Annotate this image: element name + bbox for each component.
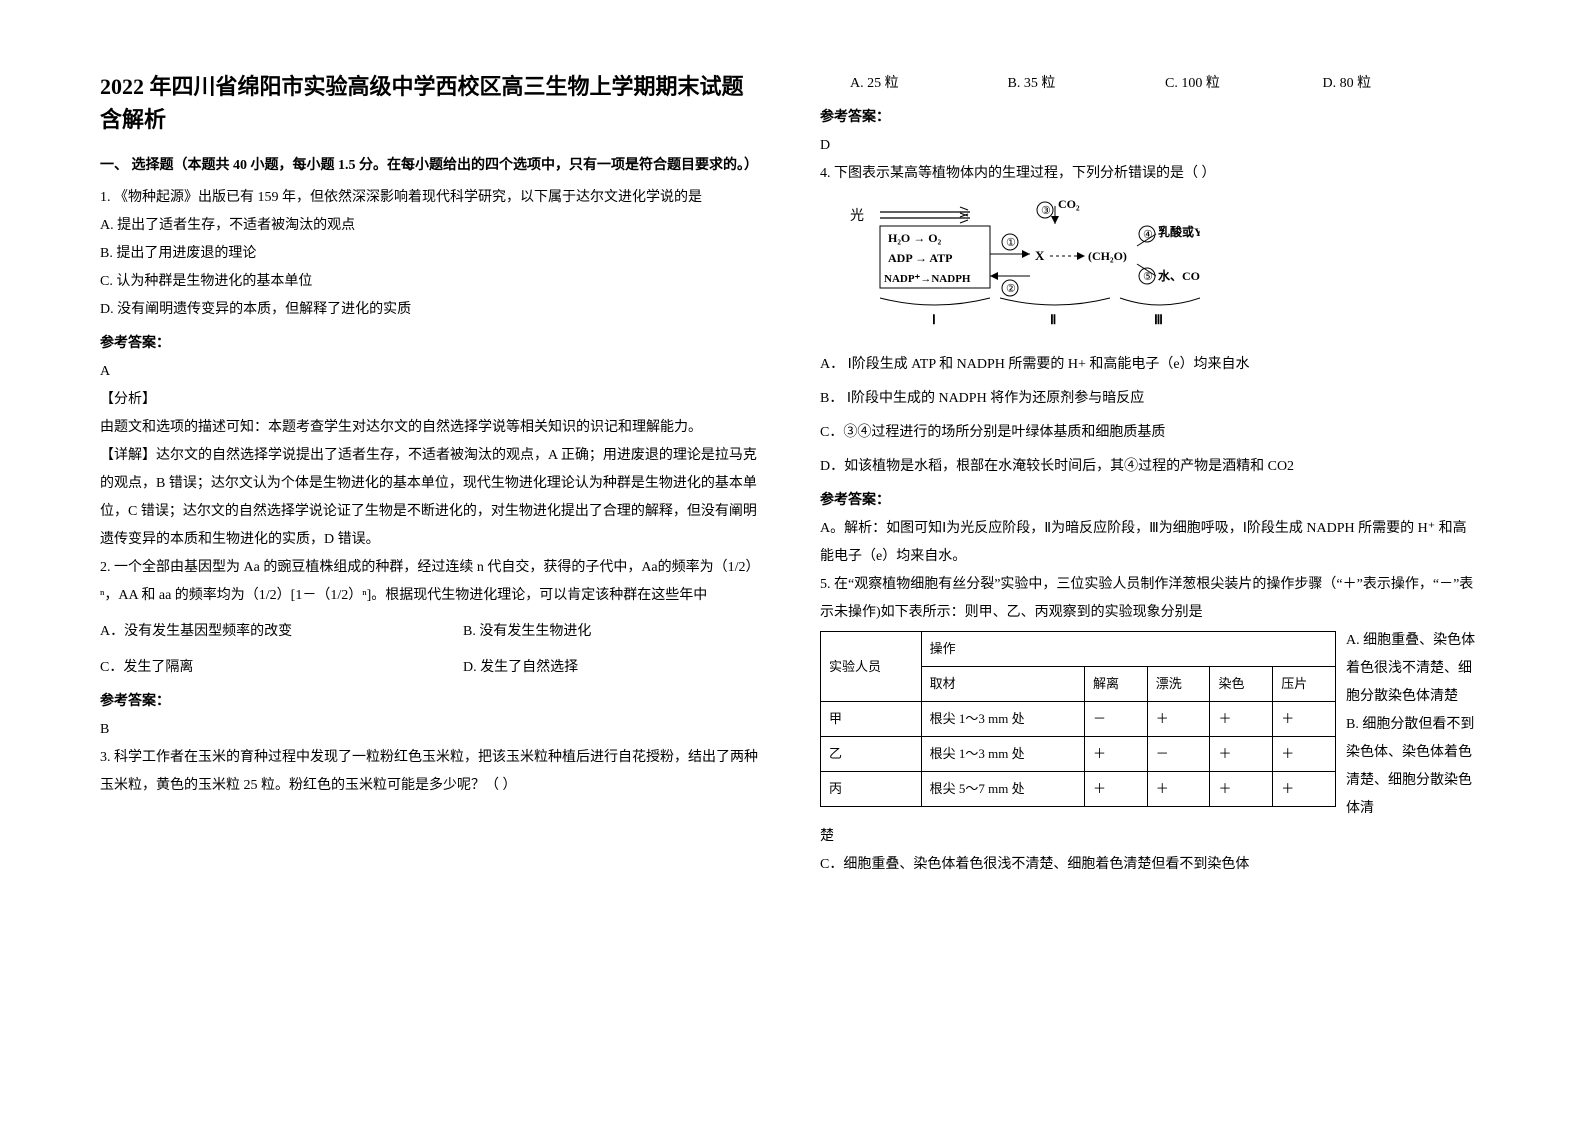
diagram-lactate: 乳酸或Y [1158, 224, 1200, 239]
diagram-h2o: H₂O → O₂ [888, 231, 942, 245]
q3-answer-label: 参考答案： [820, 104, 1480, 132]
diagram-adp: ADP → ATP [888, 251, 952, 265]
q1-analysis-label: 【分析】 [100, 386, 760, 414]
diagram-x: X [1035, 248, 1045, 263]
q3-stem: 3. 科学工作者在玉米的育种过程中发现了一粒粉红色玉米粒，把该玉米粒种植后进行自… [100, 744, 760, 800]
q5-stem: 5. 在“观察植物细胞有丝分裂”实验中，三位实验人员制作洋葱根尖装片的操作步骤（… [820, 571, 1480, 627]
diagram-water-co2: 水、CO₂ [1158, 268, 1200, 283]
diagram-arrow3: ③ [1041, 205, 1051, 217]
q1-detail: 【详解】达尔文的自然选择学说提出了适者生存，不适者被淘汰的观点，A 正确；用进废… [100, 442, 760, 554]
q4-diagram: 光 ③ CO₂ H₂O → O₂ ADP → ATP NADP⁺→NADPH ①… [840, 194, 1200, 345]
q2-opt-a: A．没有发生基因型频率的改变 [100, 618, 463, 646]
q1-answer-label: 参考答案： [100, 330, 760, 358]
q5-opt-a: A. 细胞重叠、染色体着色很浅不清楚、细胞分散染色体清楚 [1346, 633, 1475, 704]
q4-stem: 4. 下图表示某高等植物体内的生理过程，下列分析错误的是（ ） [820, 160, 1480, 188]
q2-opt-d: D. 发生了自然选择 [463, 654, 760, 682]
q4-opt-b: B． Ⅰ阶段中生成的 NADPH 将作为还原剂参与暗反应 [820, 385, 1480, 413]
th-px: 漂洗 [1147, 667, 1210, 702]
th-person: 实验人员 [821, 632, 922, 702]
table-row: 乙根尖 1～3 mm 处＋－＋＋ [821, 737, 1336, 772]
q2-answer-label: 参考答案： [100, 688, 760, 716]
q2-opt-c: C．发生了隔离 [100, 654, 463, 682]
q2-opt-b: B. 没有发生生物进化 [463, 618, 760, 646]
th-jl: 解离 [1085, 667, 1148, 702]
q1-stem: 1. 《物种起源》出版已有 159 年，但依然深深影响着现代科学研究，以下属于达… [100, 184, 760, 212]
q4-answer-label: 参考答案： [820, 487, 1480, 515]
diagram-III: Ⅲ [1154, 312, 1163, 327]
table-row: 甲根尖 1～3 mm 处－＋＋＋ [821, 702, 1336, 737]
diagram-co2: CO₂ [1058, 197, 1080, 211]
q2-stem: 2. 一个全部由基因型为 Aa 的豌豆植株组成的种群，经过连续 n 代自交，获得… [100, 554, 760, 610]
q5-table: 实验人员 操作 取材 解离 漂洗 染色 压片 甲根尖 1～3 mm 处－＋＋＋ … [820, 631, 1336, 807]
section-1-head: 一、 选择题（本题共 40 小题，每小题 1.5 分。在每小题给出的四个选项中，… [100, 152, 760, 180]
q5-opt-c: C．细胞重叠、染色体着色很浅不清楚、细胞着色清楚但看不到染色体 [820, 851, 1480, 879]
q1-opt-c: C. 认为种群是生物进化的基本单位 [100, 268, 760, 296]
q1-answer: A [100, 358, 760, 386]
q1-opt-b: B. 提出了用进废退的理论 [100, 240, 760, 268]
diagram-light-label: 光 [850, 208, 864, 224]
diagram-arrow2: ② [1006, 283, 1016, 295]
table-row: 丙根尖 5～7 mm 处＋＋＋＋ [821, 772, 1336, 807]
q3-opt-d: D. 80 粒 [1323, 70, 1481, 98]
q4-opt-c: C．③④过程进行的场所分别是叶绿体基质和细胞质基质 [820, 419, 1480, 447]
q4-answer-explanation: A。解析：如图可知Ⅰ为光反应阶段，Ⅱ为暗反应阶段，Ⅲ为细胞呼吸，Ⅰ阶段生成 NA… [820, 515, 1480, 571]
diagram-I: Ⅰ [932, 312, 936, 327]
q3-answer: D [820, 132, 1480, 160]
th-yp: 压片 [1273, 667, 1336, 702]
q3-opt-c: C. 100 粒 [1165, 70, 1323, 98]
q2-answer: B [100, 716, 760, 744]
diagram-nadp: NADP⁺→NADPH [884, 273, 971, 285]
th-op: 操作 [921, 632, 1335, 667]
q1-opt-d: D. 没有阐明遗传变异的本质，但解释了进化的实质 [100, 296, 760, 324]
q3-opt-a: A. 25 粒 [850, 70, 1008, 98]
q4-opt-a: A． Ⅰ阶段生成 ATP 和 NADPH 所需要的 H+ 和高能电子（e）均来自… [820, 351, 1480, 379]
q1-opt-a: A. 提出了适者生存，不适者被淘汰的观点 [100, 212, 760, 240]
diagram-ch2o: (CH₂O) [1088, 249, 1127, 263]
exam-title: 2022 年四川省绵阳市实验高级中学西校区高三生物上学期期末试题含解析 [100, 70, 760, 136]
q3-opt-b: B. 35 粒 [1008, 70, 1166, 98]
q5-chu: 楚 [820, 823, 1480, 851]
q5-opt-b: B. 细胞分散但看不到染色体、染色体着色清楚、细胞分散染色体清 [1346, 717, 1474, 816]
diagram-arrow1: ① [1006, 237, 1016, 249]
th-rs: 染色 [1210, 667, 1273, 702]
th-mat: 取材 [921, 667, 1084, 702]
diagram-II: Ⅱ [1050, 312, 1056, 327]
q1-analysis: 由题文和选项的描述可知：本题考查学生对达尔文的自然选择学说等相关知识的识记和理解… [100, 414, 760, 442]
q4-opt-d: D．如该植物是水稻，根部在水淹较长时间后，其④过程的产物是酒精和 CO2 [820, 453, 1480, 481]
